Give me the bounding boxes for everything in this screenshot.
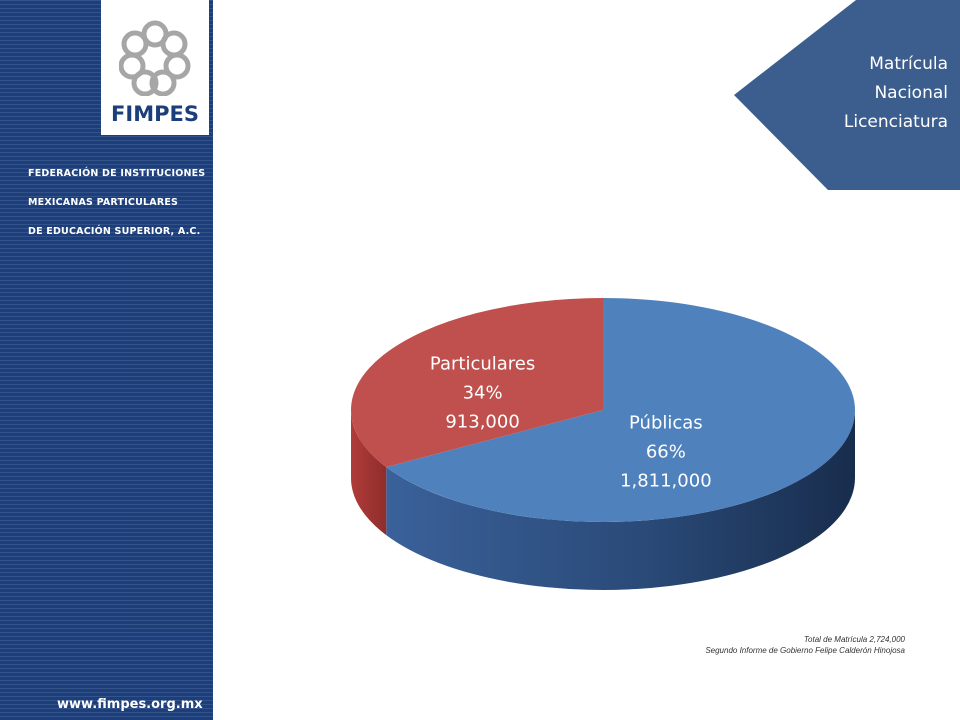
fimpes-logo: FIMPES	[101, 0, 209, 135]
slice-percent: 34%	[463, 383, 503, 404]
slice-name: Particulares	[430, 354, 535, 375]
pie-side-públicas	[386, 410, 855, 590]
federation-line: DE EDUCACIÓN SUPERIOR, A.C.	[28, 226, 201, 237]
banner-title: Matrícula Nacional Licenciatura	[844, 50, 948, 137]
fimpes-flower-icon	[119, 20, 191, 96]
slice-value: 913,000	[445, 412, 519, 433]
data-label-particulares: Particulares 34% 913,000	[430, 354, 535, 433]
banner-line: Licenciatura	[843, 112, 948, 132]
banner-line: Matrícula	[869, 54, 948, 74]
slice-percent: 66%	[646, 441, 686, 462]
banner-shape	[734, 0, 960, 190]
footnote-total: Total de Matrícula 2,724,000	[803, 635, 905, 644]
pie-chart: Públicas 66% 1,811,000 Particulares 34% 913,0…	[350, 298, 855, 590]
logo-text: FIMPES	[111, 102, 199, 126]
data-label-públicas: Públicas 66% 1,811,000	[620, 412, 712, 491]
federation-line: FEDERACIÓN DE INSTITUCIONES	[28, 168, 206, 179]
federation-line: MEXICANAS PARTICULARES	[28, 197, 179, 208]
slice-name: Públicas	[629, 412, 703, 433]
pie-slice-públicas	[386, 298, 855, 522]
website-url: www.fimpes.org.mx	[57, 697, 203, 712]
title-banner: Matrícula Nacional Licenciatura	[734, 0, 960, 190]
chart-footnote: Total de Matrícula 2,724,000 Segundo Inf…	[705, 634, 905, 656]
footnote-source: Segundo Informe de Gobierno Felipe Calde…	[705, 646, 905, 655]
pie-slice-particulares	[350, 298, 603, 468]
slice-value: 1,811,000	[620, 470, 712, 491]
sidebar-band: FIMPES FEDERACIÓN DE INSTITUCIONES MEXIC…	[0, 0, 213, 720]
pie-side-particulares	[351, 410, 387, 536]
banner-line: Nacional	[874, 83, 948, 103]
federation-name: FEDERACIÓN DE INSTITUCIONES MEXICANAS PA…	[28, 159, 213, 246]
